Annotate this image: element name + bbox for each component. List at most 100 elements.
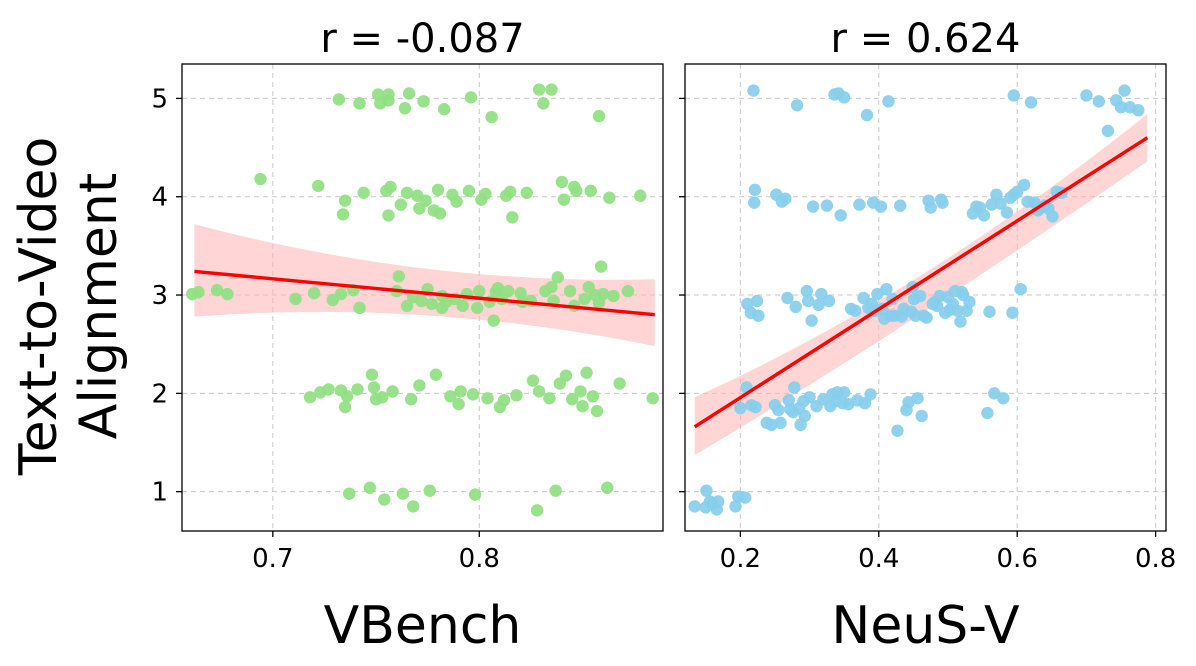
data-point [510,389,523,402]
data-point [803,391,816,404]
data-point [1046,210,1059,223]
data-point [994,197,1007,210]
data-point [590,404,604,418]
data-point [812,298,825,312]
data-point [312,179,325,193]
data-point [378,493,391,506]
x-tick-label: 0.6 [997,544,1038,574]
data-point [983,305,996,318]
data-point [747,84,760,97]
data-point [774,416,787,430]
data-point [1114,101,1128,114]
data-point [790,99,804,112]
data-point [806,200,820,213]
data-point [413,379,426,392]
confidence-band [694,114,1148,456]
data-point [404,393,418,406]
data-point [384,180,397,194]
data-point [419,194,432,207]
data-point [402,87,416,100]
data-point [425,297,438,311]
data-point [772,403,785,417]
data-point [338,400,352,414]
data-point [520,186,533,199]
data-point [479,187,492,200]
data-point [748,196,761,209]
data-point [911,392,924,405]
data-point [858,396,872,410]
data-point [880,282,893,296]
data-point [634,189,647,202]
data-point [456,299,469,313]
data-point [423,484,436,497]
x-tick-label: 0.8 [459,544,500,574]
data-point [343,487,356,500]
data-point [1101,124,1115,138]
data-point [837,386,851,399]
data-point [1118,84,1131,97]
data-point [365,368,379,381]
panel-vbench: 0.7 0.8 1 2 3 4 5 r = -0.087 VBench [151,16,664,656]
regression-line [693,136,1149,429]
data-point [822,294,836,308]
data-point [471,301,484,315]
panel-title: r = 0.624 [831,16,1021,62]
data-point [700,484,713,497]
data-point [936,196,949,209]
data-point [574,385,587,398]
data-point [565,393,579,406]
data-point [322,383,335,396]
data-point [466,388,480,401]
data-point [334,287,348,301]
data-point [491,281,505,295]
data-point [586,390,600,403]
data-point [464,91,478,104]
data-point [192,285,205,299]
data-point [559,369,573,382]
data-point [985,198,998,211]
data-point [563,284,577,298]
data-point [537,97,550,110]
y-axis-label-line2: Alignment [69,173,129,439]
data-point [914,289,927,303]
data-point [781,291,794,305]
data-point [450,195,463,208]
data-point [221,287,234,301]
data-point [584,184,597,198]
x-axis-label: NeuS-V [831,596,1020,656]
data-point [864,388,877,401]
y-tick-label: 4 [151,183,168,213]
data-point [621,284,635,298]
data-point [487,314,500,327]
data-point [1132,104,1145,117]
data-point [1024,96,1038,109]
data-point [981,406,994,420]
data-point [977,209,991,222]
data-point [363,481,377,494]
data-point [924,201,937,214]
data-point [303,391,317,404]
data-point [576,399,589,413]
y-tick-label: 1 [151,478,168,508]
panel-neusv: 0.2 0.4 0.6 0.8 r = 0.624 NeuS-V [679,16,1176,656]
data-point [462,184,476,198]
data-point [894,199,907,212]
data-point [454,385,467,398]
regression-line [194,269,655,317]
data-point [837,91,851,104]
data-point [1092,95,1106,108]
data-point [1007,89,1020,102]
y-tick-label: 5 [151,84,168,114]
data-point [578,292,591,306]
data-point [433,207,447,220]
data-point [332,93,346,106]
data-point [549,484,562,497]
data-point [1000,206,1014,219]
data-point [603,191,616,204]
data-point [592,109,606,123]
data-point [407,500,420,513]
data-point [596,287,610,301]
data-point [382,209,395,222]
data-point [545,83,558,96]
